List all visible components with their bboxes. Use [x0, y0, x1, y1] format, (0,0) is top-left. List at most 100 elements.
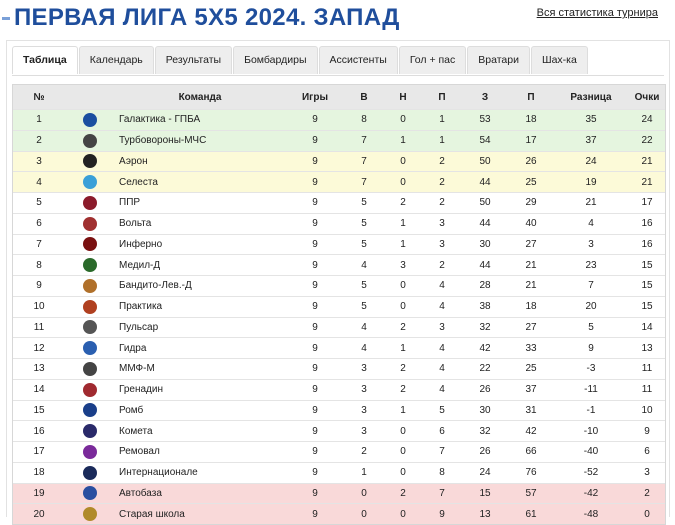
- table-cell: 2: [400, 321, 406, 333]
- table-cell: 7: [36, 238, 42, 250]
- table-cell: 4: [439, 301, 445, 313]
- team-name[interactable]: Инферно: [119, 238, 163, 250]
- table-cell: 22: [641, 135, 653, 147]
- team-name[interactable]: Галактика - ГПБА: [119, 114, 201, 126]
- table-cell: 25: [525, 176, 537, 188]
- table-cell: 37: [585, 135, 597, 147]
- table-cell: 15: [641, 259, 653, 271]
- team-name[interactable]: Ромб: [119, 404, 144, 416]
- table-cell: 35: [585, 114, 597, 126]
- table-cell: 1: [361, 467, 367, 479]
- column-header: Разница: [570, 91, 612, 103]
- table-row: 5 ППР 9 5 2 2 50 29 21 17: [13, 192, 665, 213]
- team-name[interactable]: Практика: [119, 301, 163, 313]
- table-cell: 2: [439, 259, 445, 271]
- table-cell: 9: [312, 487, 318, 499]
- logo-cell: [65, 361, 115, 376]
- table-cell: 19: [585, 176, 597, 188]
- table-cell: 2: [644, 487, 650, 499]
- table-cell: 22: [479, 363, 491, 375]
- table-row: 4 Селеста 9 7 0 2 44 25 19 21: [13, 171, 665, 192]
- tab[interactable]: Результаты: [154, 46, 233, 74]
- all-stats-link[interactable]: Вся статистика турнира: [536, 7, 658, 19]
- tab[interactable]: Вратари: [467, 46, 530, 74]
- table-cell: 19: [33, 487, 45, 499]
- table-cell: 8: [36, 259, 42, 271]
- logo-cell: [65, 320, 115, 335]
- table-cell: 9: [312, 404, 318, 416]
- table-cell: 13: [479, 508, 491, 520]
- team-name[interactable]: Комета: [119, 425, 153, 437]
- team-name[interactable]: Интернационале: [119, 467, 198, 479]
- table-cell: 27: [525, 321, 537, 333]
- table-cell: 9: [312, 155, 318, 167]
- tabs: Таблица Календарь Результаты Бомбардиры Асси…: [12, 46, 589, 75]
- team-name[interactable]: ППР: [119, 197, 141, 209]
- logo-cell: [65, 175, 115, 190]
- table-cell: 42: [479, 342, 491, 354]
- tab[interactable]: Бомбардиры: [233, 46, 318, 74]
- tab[interactable]: Шах-ка: [530, 46, 588, 74]
- table-cell: 5: [588, 321, 594, 333]
- table-cell: 2: [400, 363, 406, 375]
- table-cell: 2: [439, 155, 445, 167]
- table-row: 19 Автобаза 9 0 2 7 15 57 -42 2: [13, 482, 665, 504]
- team-name[interactable]: ММФ-М: [119, 363, 155, 375]
- table-cell: 32: [479, 425, 491, 437]
- table-cell: 5: [439, 404, 445, 416]
- tab-line: [12, 75, 664, 76]
- table-cell: 26: [479, 446, 491, 458]
- logo-cell: [65, 216, 115, 231]
- logo-cell: [65, 382, 115, 397]
- team-name[interactable]: Медил-Д: [119, 259, 161, 271]
- table-cell: 3: [361, 404, 367, 416]
- logo-cell: [65, 444, 115, 459]
- team-name[interactable]: Автобаза: [119, 487, 162, 499]
- table-cell: 4: [588, 218, 594, 230]
- logo-cell: [65, 154, 115, 169]
- table-cell: 7: [361, 135, 367, 147]
- team-name[interactable]: Турбовороны-МЧС: [119, 135, 207, 147]
- logo-cell: [65, 403, 115, 418]
- tab[interactable]: Гол + пас: [398, 46, 467, 74]
- table-cell: 24: [641, 114, 653, 126]
- table-cell: 0: [361, 508, 367, 520]
- table-cell: 3: [439, 218, 445, 230]
- table-cell: 4: [361, 321, 367, 333]
- table-cell: 18: [525, 114, 537, 126]
- table-row: 1 Галактика - ГПБА 9 8 0 1 53 18 35 24: [13, 109, 665, 130]
- column-header: П: [527, 91, 535, 103]
- team-name[interactable]: Пульсар: [119, 321, 159, 333]
- table-cell: 1: [36, 114, 42, 126]
- tab[interactable]: Таблица: [12, 46, 78, 74]
- team-logo: [83, 237, 97, 252]
- table-cell: 9: [312, 218, 318, 230]
- table-cell: 20: [585, 301, 597, 313]
- team-name[interactable]: Ремовал: [119, 446, 160, 458]
- logo-cell: [65, 195, 115, 210]
- tab[interactable]: Ассистенты: [318, 46, 398, 74]
- table-cell: -10: [583, 425, 599, 437]
- team-name[interactable]: Бандито-Лев.-Д: [119, 280, 192, 292]
- table-cell: 1: [400, 238, 406, 250]
- table-cell: 7: [439, 487, 445, 499]
- table-cell: 3: [439, 321, 445, 333]
- team-name[interactable]: Аэрон: [119, 155, 148, 167]
- team-name[interactable]: Вольта: [119, 218, 152, 230]
- table-cell: 17: [641, 197, 653, 209]
- table-cell: 0: [400, 508, 406, 520]
- team-logo: [83, 444, 97, 459]
- table-cell: 12: [33, 342, 45, 354]
- team-name[interactable]: Гренадин: [119, 384, 164, 396]
- team-name[interactable]: Селеста: [119, 176, 158, 188]
- table-cell: 3: [361, 425, 367, 437]
- team-name[interactable]: Гидра: [119, 342, 147, 354]
- tab[interactable]: Календарь: [78, 46, 154, 74]
- table-cell: 0: [644, 508, 650, 520]
- table-cell: 40: [525, 218, 537, 230]
- table-cell: 9: [312, 259, 318, 271]
- team-name[interactable]: Старая школа: [119, 508, 185, 520]
- column-header: Н: [399, 91, 407, 103]
- table-cell: 9: [644, 425, 650, 437]
